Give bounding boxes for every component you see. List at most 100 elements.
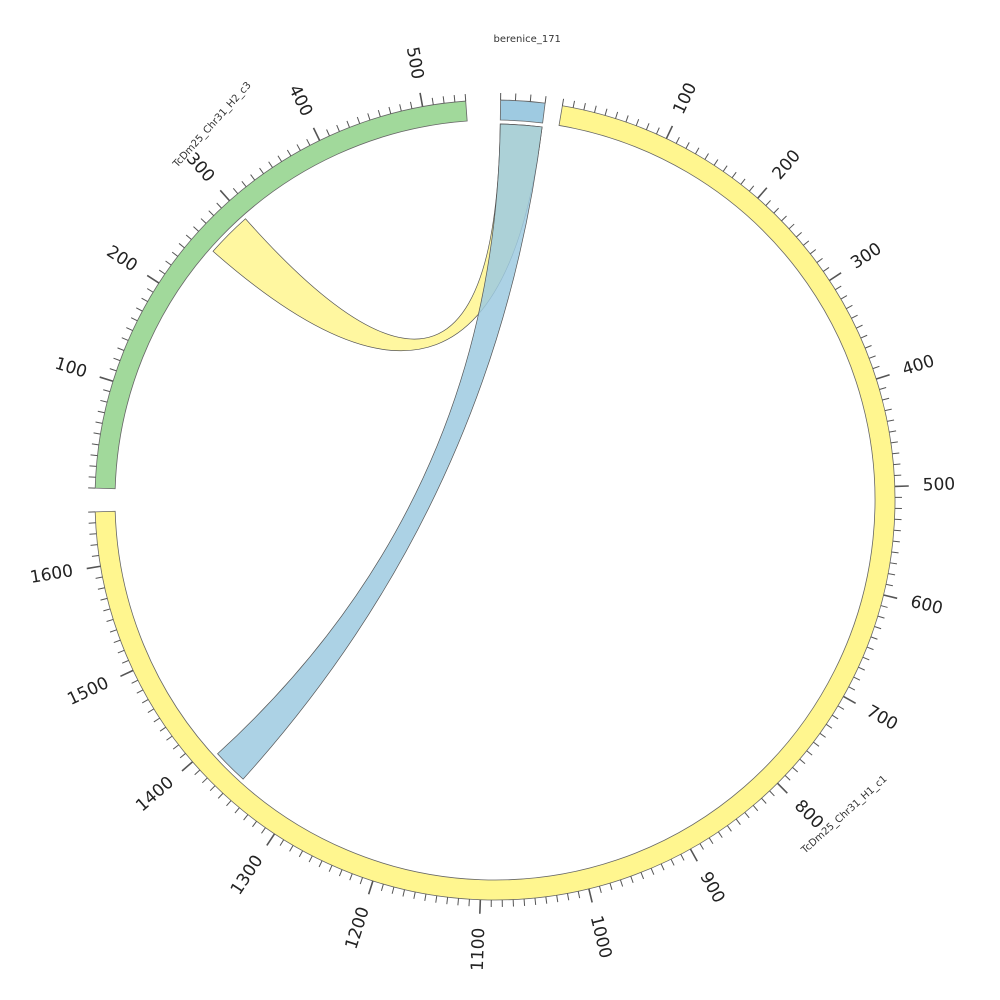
minor-tick bbox=[117, 649, 125, 654]
major-tick bbox=[181, 761, 194, 772]
minor-tick bbox=[147, 708, 155, 713]
minor-tick bbox=[884, 408, 892, 412]
minor-tick bbox=[113, 357, 121, 362]
tick-label: 200 bbox=[769, 146, 805, 184]
minor-tick bbox=[97, 410, 105, 414]
minor-tick bbox=[840, 295, 848, 300]
minor-tick bbox=[261, 827, 266, 834]
minor-tick bbox=[713, 159, 719, 166]
minor-tick bbox=[171, 251, 179, 257]
minor-tick bbox=[153, 717, 160, 723]
minor-tick bbox=[97, 587, 105, 590]
minor-tick bbox=[399, 104, 402, 112]
minor-tick bbox=[172, 744, 180, 750]
minor-tick bbox=[773, 207, 780, 214]
minor-tick bbox=[121, 659, 129, 664]
minor-tick bbox=[864, 345, 872, 349]
minor-tick bbox=[822, 267, 830, 272]
minor-tick bbox=[286, 149, 292, 157]
minor-tick bbox=[95, 576, 103, 579]
minor-tick bbox=[748, 185, 755, 192]
minor-tick bbox=[813, 741, 820, 747]
minor-tick bbox=[726, 825, 732, 832]
minor-tick bbox=[217, 792, 224, 799]
minor-tick bbox=[166, 735, 173, 741]
link-berenice_171-to-TcDm25_Chr31_H1_c1 bbox=[217, 123, 543, 780]
major-tick bbox=[266, 833, 276, 846]
minor-tick bbox=[868, 355, 876, 359]
minor-tick bbox=[619, 879, 624, 887]
minor-tick bbox=[556, 895, 559, 903]
minor-tick bbox=[435, 895, 438, 903]
minor-tick bbox=[328, 865, 333, 872]
minor-tick bbox=[891, 551, 899, 554]
tick-label: 1200 bbox=[342, 905, 374, 952]
minor-tick bbox=[178, 243, 185, 249]
minor-tick bbox=[685, 142, 690, 149]
minor-tick bbox=[243, 814, 249, 821]
minor-tick bbox=[279, 839, 285, 846]
minor-tick bbox=[708, 837, 714, 844]
minor-tick bbox=[877, 615, 885, 619]
minor-tick bbox=[103, 389, 111, 393]
minor-tick bbox=[179, 753, 186, 759]
minor-tick bbox=[308, 855, 313, 863]
tick-label: 700 bbox=[863, 701, 901, 734]
tick-label: 1400 bbox=[132, 773, 178, 816]
minor-tick bbox=[100, 597, 108, 601]
minor-tick bbox=[809, 249, 817, 255]
minor-tick bbox=[356, 116, 361, 124]
minor-tick bbox=[837, 705, 845, 710]
minor-tick bbox=[113, 639, 121, 644]
major-tick bbox=[876, 373, 890, 380]
minor-tick bbox=[630, 876, 634, 884]
minor-tick bbox=[893, 529, 901, 532]
minor-tick bbox=[862, 656, 870, 661]
minor-tick bbox=[201, 777, 208, 784]
minor-tick bbox=[604, 108, 608, 116]
tick-label: 1500 bbox=[64, 673, 112, 710]
minor-tick bbox=[241, 181, 247, 188]
tick-label: 400 bbox=[284, 82, 316, 120]
minor-tick bbox=[792, 767, 799, 773]
minor-tick bbox=[200, 218, 207, 224]
minor-tick bbox=[109, 629, 117, 633]
minor-tick bbox=[765, 200, 771, 206]
major-tick bbox=[665, 125, 674, 139]
minor-tick bbox=[640, 872, 645, 880]
minor-tick bbox=[338, 869, 343, 877]
minor-tick bbox=[866, 646, 874, 651]
minor-tick bbox=[545, 896, 548, 904]
minor-tick bbox=[566, 893, 570, 901]
label-layer: 1002003004005006007008009001000110012001… bbox=[29, 34, 956, 971]
minor-tick bbox=[135, 307, 143, 312]
tick-label: 400 bbox=[900, 351, 937, 380]
minor-tick bbox=[625, 115, 629, 123]
minor-tick bbox=[784, 775, 791, 781]
minor-tick bbox=[781, 215, 787, 222]
major-tick bbox=[883, 594, 898, 600]
minor-tick bbox=[91, 443, 99, 446]
minor-tick bbox=[208, 210, 215, 216]
minor-tick bbox=[615, 111, 619, 119]
minor-tick bbox=[464, 94, 467, 102]
minor-tick bbox=[846, 304, 853, 310]
minor-tick bbox=[635, 119, 640, 126]
minor-tick bbox=[594, 105, 597, 113]
minor-tick bbox=[93, 432, 101, 435]
tick-label: 500 bbox=[922, 474, 955, 495]
minor-tick bbox=[106, 618, 114, 623]
minor-tick bbox=[336, 124, 340, 132]
major-tick bbox=[120, 669, 134, 678]
major-tick bbox=[776, 782, 788, 794]
segment-name-TcDm25_Chr31_H2_c3: TcDm25_Chr31_H2_c3 bbox=[171, 80, 254, 171]
minor-tick bbox=[645, 123, 650, 130]
minor-tick bbox=[446, 897, 449, 905]
minor-tick bbox=[523, 898, 526, 906]
tick-label: 100 bbox=[52, 354, 89, 383]
minor-tick bbox=[141, 699, 149, 704]
minor-tick bbox=[851, 314, 858, 319]
minor-tick bbox=[872, 365, 880, 370]
minor-tick bbox=[796, 231, 802, 238]
minor-tick bbox=[670, 858, 675, 866]
